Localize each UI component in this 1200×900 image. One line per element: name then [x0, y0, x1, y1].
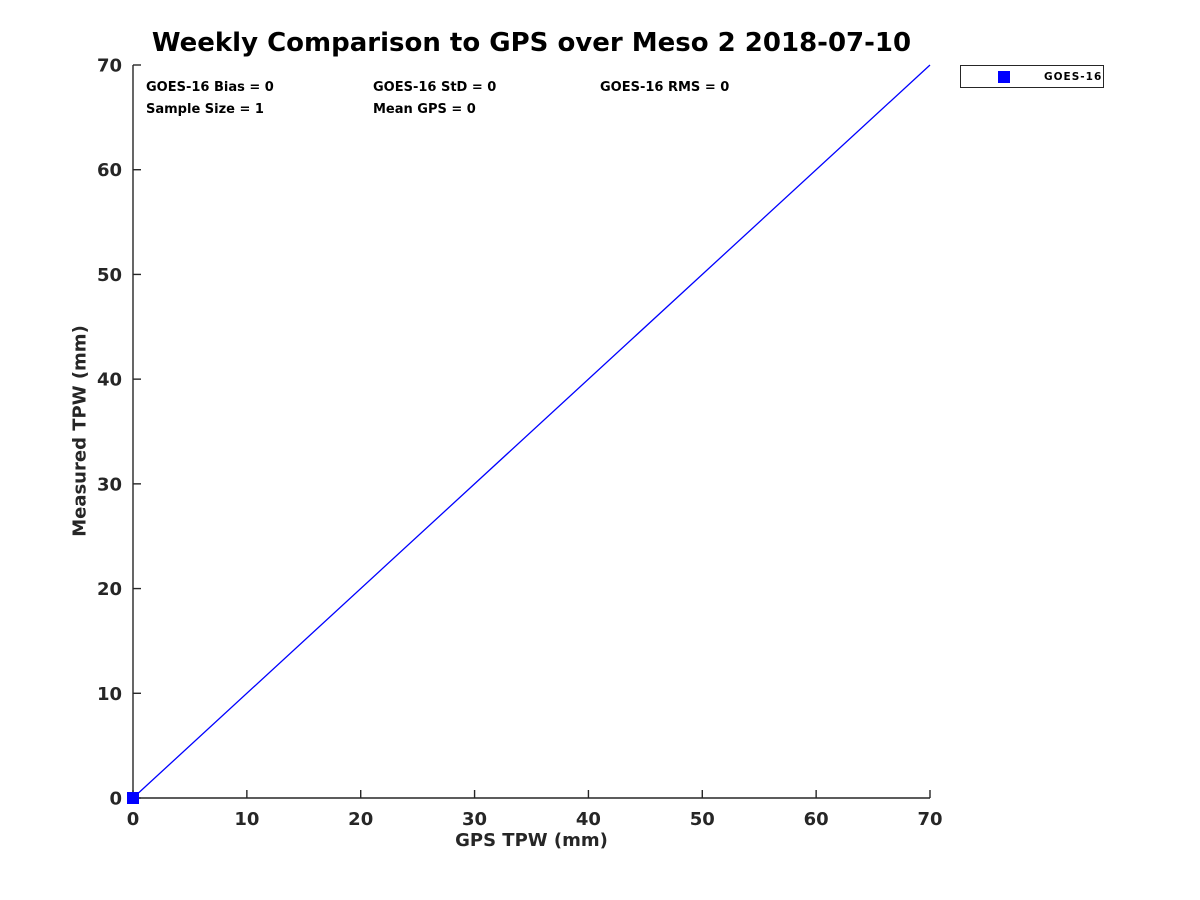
y-tick-label: 20 — [97, 579, 122, 600]
stat-rms: GOES-16 RMS = 0 — [600, 80, 730, 95]
y-tick-label: 50 — [97, 265, 122, 286]
y-tick-label: 10 — [97, 684, 122, 705]
legend-label: GOES-16 — [1044, 70, 1103, 83]
identity-line — [132, 64, 931, 799]
x-tick-label: 10 — [234, 809, 259, 830]
stat-std: GOES-16 StD = 0 — [373, 80, 497, 95]
legend-box: GOES-16 — [960, 65, 1104, 88]
x-tick-label: 30 — [462, 809, 487, 830]
x-tick-label: 20 — [348, 809, 373, 830]
x-tick-label: 50 — [690, 809, 715, 830]
y-tick-label: 0 — [109, 789, 122, 810]
x-tick-label: 0 — [127, 809, 140, 830]
y-tick-label: 30 — [97, 474, 122, 495]
x-tick-label: 70 — [917, 809, 942, 830]
data-point-marker — [127, 792, 139, 804]
x-tick-label: 60 — [804, 809, 829, 830]
x-tick-label: 40 — [576, 809, 601, 830]
y-tick-label: 60 — [97, 160, 122, 181]
stat-sample-size: Sample Size = 1 — [146, 102, 264, 117]
legend-marker-square-icon — [998, 70, 1010, 83]
y-tick-label: 40 — [97, 370, 122, 391]
y-axis-label: Measured TPW (mm) — [69, 325, 91, 537]
y-tick-label: 70 — [97, 56, 122, 77]
stat-bias: GOES-16 Bias = 0 — [146, 80, 274, 95]
x-axis-label: GPS TPW (mm) — [455, 830, 608, 851]
stat-mean-gps: Mean GPS = 0 — [373, 102, 476, 117]
chart-title: Weekly Comparison to GPS over Meso 2 201… — [151, 28, 912, 58]
